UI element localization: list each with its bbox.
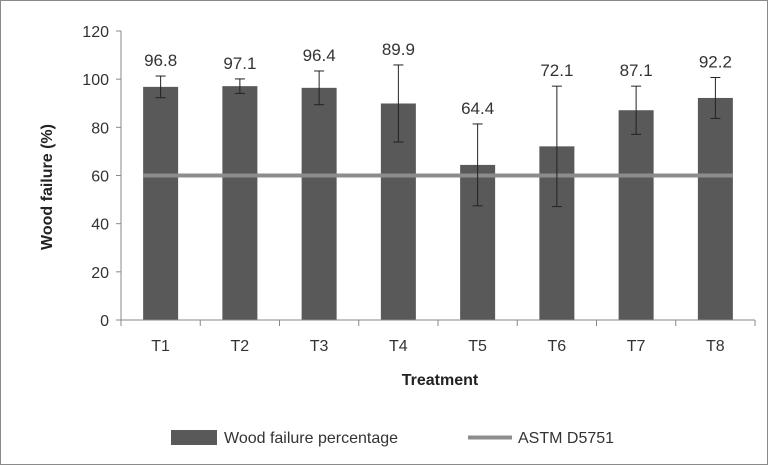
- x-tick-label: T8: [706, 338, 725, 355]
- x-axis-title: Treatment: [402, 372, 479, 389]
- legend-label-bar: Wood failure percentage: [224, 430, 398, 447]
- x-tick-label: T7: [627, 338, 646, 355]
- y-axis-ticks: 0 20 40 60 80 100 120: [82, 24, 121, 330]
- x-axis-ticks: T1 T2 T3 T4 T5 T6 T7 T8: [120, 320, 756, 355]
- x-tick-label: T3: [310, 338, 329, 355]
- y-tick-label: 60: [91, 169, 109, 186]
- data-label: 64.4: [461, 99, 494, 118]
- y-tick-label: 100: [82, 72, 109, 89]
- bar-T3: [301, 87, 337, 320]
- data-label: 97.1: [223, 54, 256, 73]
- data-label: 96.8: [144, 51, 177, 70]
- data-label: 92.2: [699, 52, 732, 71]
- data-label: 72.1: [540, 61, 573, 80]
- x-tick-label: T1: [151, 338, 170, 355]
- y-tick-label: 80: [91, 120, 109, 137]
- y-tick-label: 20: [91, 265, 109, 282]
- x-tick-label: T4: [389, 338, 408, 355]
- plot-marks: 96.8 97.1 96.4 89.9 64.4 72.1 87.1 92.2: [143, 40, 733, 321]
- legend: Wood failure percentage ASTM D5751: [171, 430, 614, 447]
- bar-T2: [222, 86, 258, 320]
- bar-T1: [143, 86, 179, 320]
- x-tick-label: T2: [231, 338, 250, 355]
- y-tick-label: 120: [82, 24, 109, 41]
- legend-label-line: ASTM D5751: [518, 430, 614, 447]
- y-axis-title: Wood failure (%): [39, 124, 56, 250]
- y-tick-label: 40: [91, 217, 109, 234]
- bar-T7: [618, 110, 654, 321]
- bar-T8: [697, 97, 733, 321]
- y-tick-label: 0: [100, 313, 109, 330]
- data-label: 96.4: [303, 46, 336, 65]
- legend-swatch-bar: [171, 430, 217, 445]
- x-tick-label: T6: [548, 338, 567, 355]
- data-label: 89.9: [382, 40, 415, 59]
- x-tick-label: T5: [468, 338, 487, 355]
- data-label: 87.1: [620, 61, 653, 80]
